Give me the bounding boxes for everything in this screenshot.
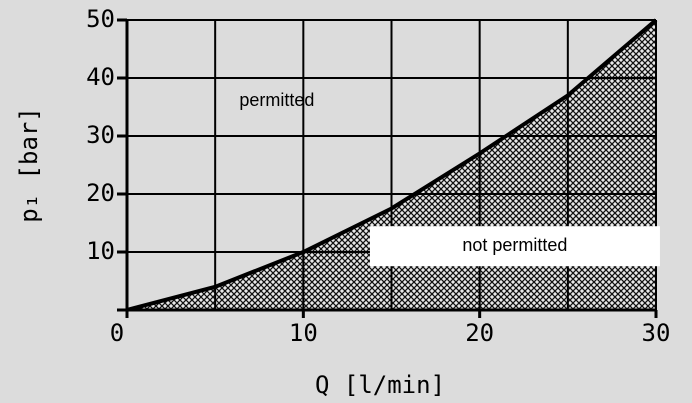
- label-box: [369, 226, 660, 267]
- annotation: not permitted: [462, 235, 567, 255]
- y-tick-label: 40: [86, 63, 115, 91]
- x-tick-label: 30: [642, 319, 671, 347]
- x-tick-label: 20: [465, 319, 494, 347]
- annotation: permitted: [239, 90, 314, 110]
- y-axis-label: p₁ [bar]: [15, 107, 43, 223]
- x-tick-label: 10: [289, 319, 318, 347]
- y-tick-label: 10: [86, 237, 115, 265]
- line: [126, 18, 658, 312]
- y-tick-label: 20: [86, 179, 115, 207]
- y-tick-label: 50: [86, 5, 115, 33]
- x-axis-label: Q [l/min]: [315, 371, 445, 399]
- x-tick-label: 0: [110, 319, 124, 347]
- y-tick-label: 30: [86, 121, 115, 149]
